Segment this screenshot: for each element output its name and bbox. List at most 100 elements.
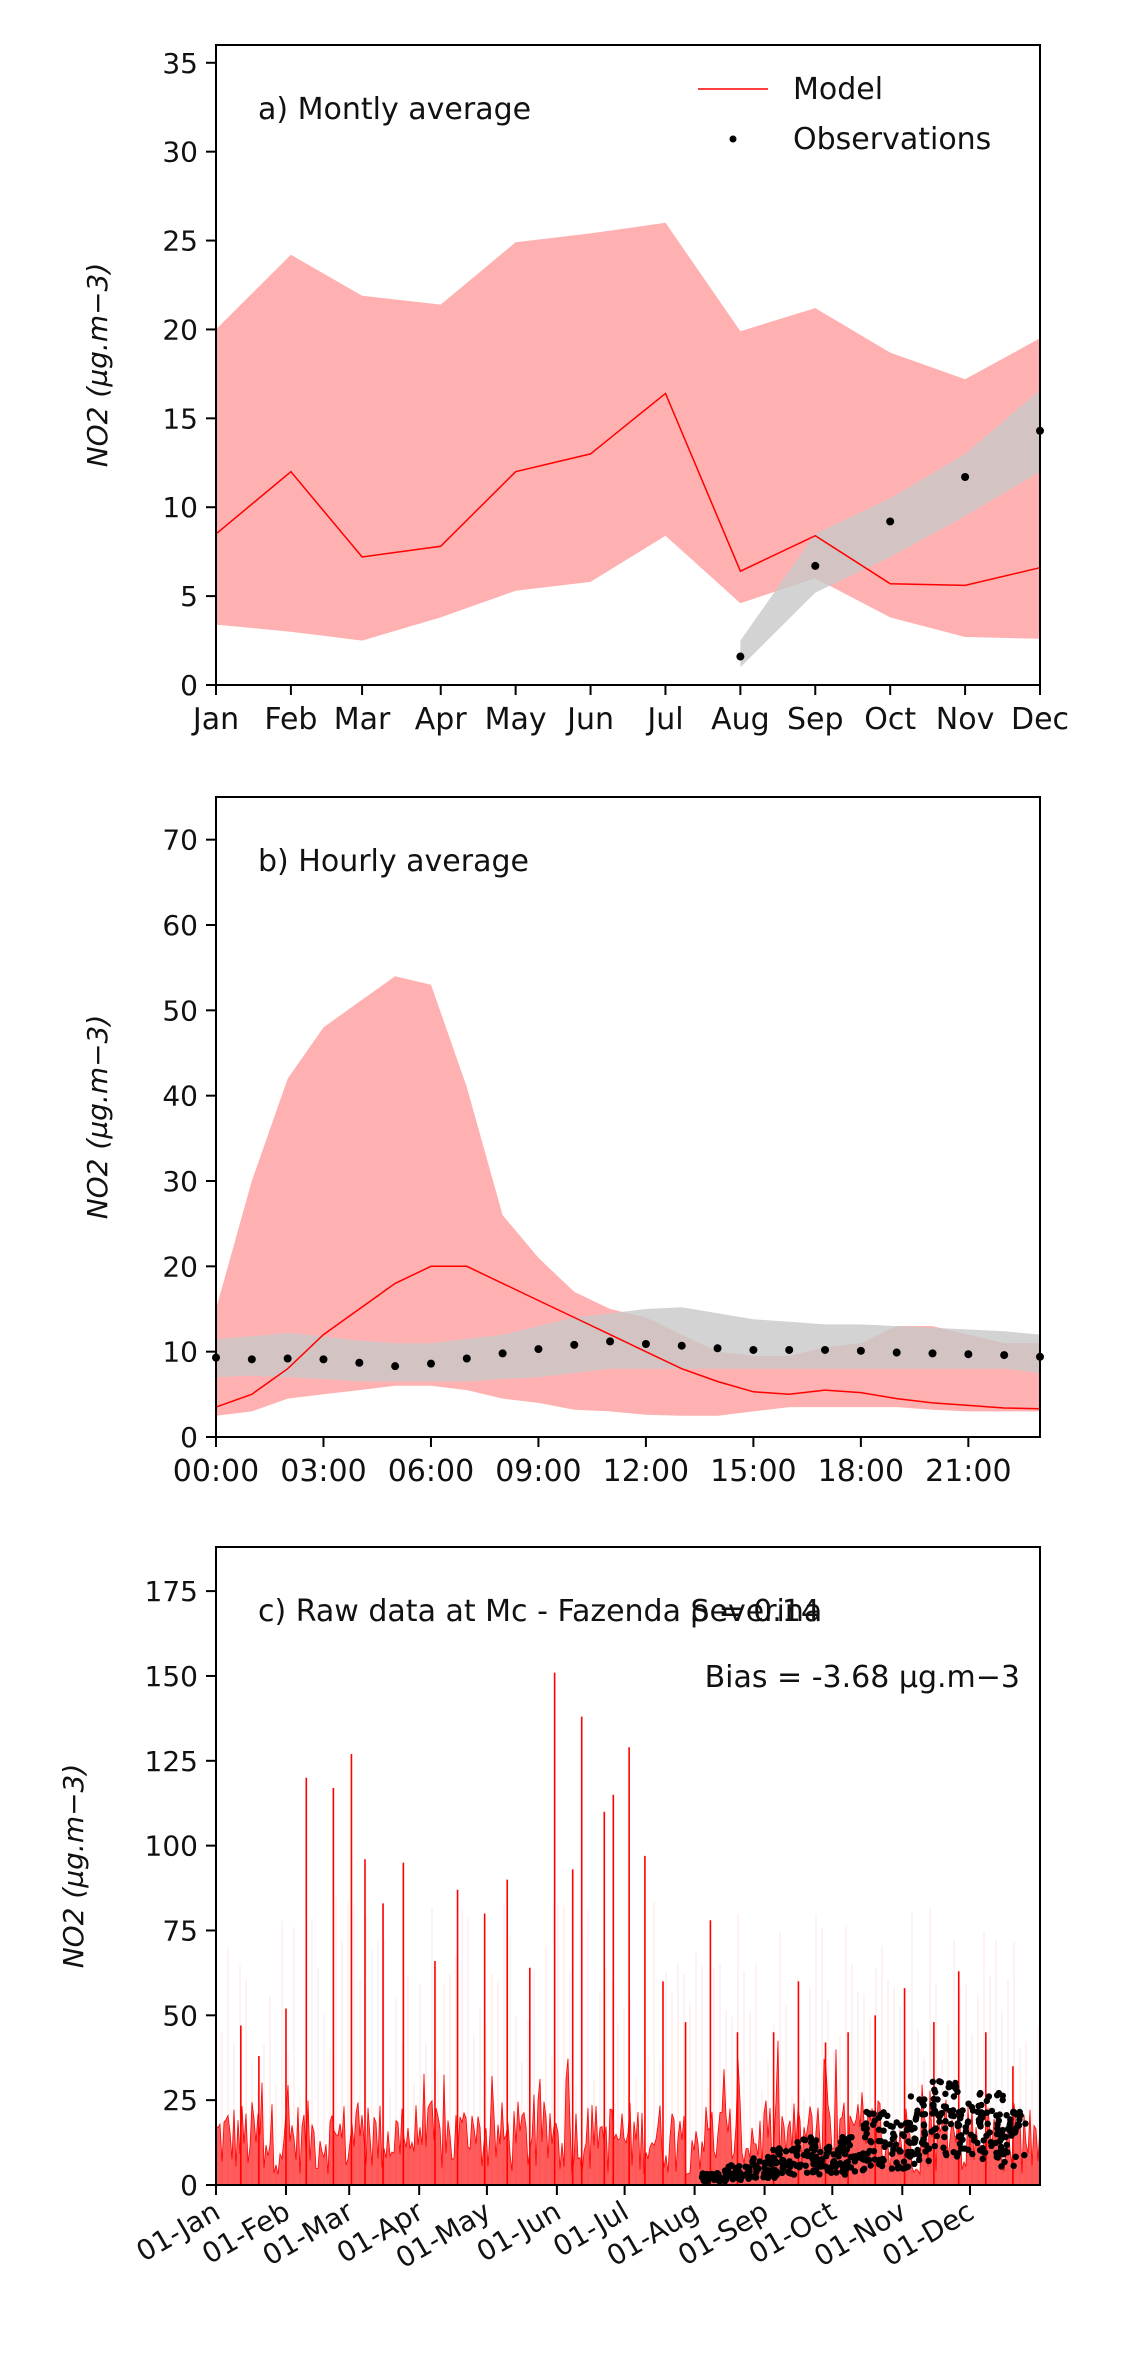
y-tick-label: 25 (162, 225, 198, 258)
observation-point (736, 652, 745, 661)
observation-point (978, 2109, 985, 2116)
observation-point (964, 2119, 971, 2126)
observation-point (914, 2107, 921, 2114)
observation-point (916, 2096, 923, 2103)
x-tick-label: Oct (864, 702, 916, 737)
observation-range-band (216, 1307, 1040, 1382)
x-tick-label: 15:00 (710, 1454, 796, 1489)
observation-point (976, 2121, 984, 2128)
observation-point (954, 2120, 961, 2127)
observation-point (728, 2162, 736, 2170)
observation-point (920, 2102, 927, 2109)
y-tick-label: 125 (145, 1745, 198, 1778)
observation-point (779, 2164, 786, 2172)
observation-point (844, 2138, 852, 2146)
panel-c-correlation: ρ = 0.14 (690, 1594, 820, 1629)
observation-point (892, 2141, 900, 2148)
y-tick-label: 30 (162, 136, 198, 169)
observation-point (771, 2155, 778, 2162)
panel-hourly-average: 0 10 20 30 40 50 60 70 00:00 03:00 06:00 09:00 12:00… (81, 796, 1044, 1489)
y-tick-label: 175 (145, 1575, 198, 1608)
observation-point (949, 2083, 956, 2090)
observation-point (958, 2145, 965, 2152)
observation-point (706, 2172, 713, 2179)
observation-point (426, 1359, 435, 1368)
observation-point (976, 2115, 984, 2122)
observation-point (735, 2167, 742, 2174)
panel-c-ylabel: NO2 (µg.m−3) (57, 1764, 90, 1969)
model-range-band (216, 976, 1040, 1416)
observation-point (782, 2148, 790, 2155)
observation-point (928, 1349, 937, 1358)
observation-point (980, 2137, 987, 2144)
observation-point (875, 2161, 883, 2168)
y-tick-label: 10 (162, 491, 198, 524)
observation-point (940, 2103, 948, 2110)
observation-point (947, 2120, 955, 2128)
observation-point (811, 561, 820, 570)
panel-b-marks (212, 976, 1044, 1416)
y-tick-label: 35 (162, 47, 198, 80)
observation-point (752, 2174, 759, 2181)
observation-point (749, 1345, 758, 1354)
legend: Model Observations (698, 72, 991, 157)
observation-point (999, 2128, 1006, 2135)
observation-point (878, 2111, 885, 2118)
observation-point (932, 2125, 940, 2132)
observation-point (641, 1339, 650, 1348)
observation-point (875, 2126, 883, 2133)
observation-point (915, 2152, 923, 2159)
observation-point (856, 1346, 865, 1355)
observation-point (890, 2130, 897, 2137)
observation-point (881, 2143, 888, 2150)
observation-point (1001, 2158, 1008, 2166)
x-tick-label: Jul (645, 702, 683, 737)
x-tick-label: Aug (711, 702, 770, 737)
observation-point (745, 2166, 753, 2173)
observation-point (988, 2107, 996, 2115)
observation-point (999, 2096, 1006, 2104)
observation-point (897, 2122, 905, 2129)
observation-point (749, 2157, 756, 2165)
panel-a-ylabel: NO2 (µg.m−3) (81, 263, 114, 468)
observation-point (950, 2093, 958, 2100)
x-tick-label: Mar (334, 702, 391, 737)
observation-point (984, 2120, 991, 2127)
observation-point (940, 2144, 947, 2151)
observation-point (837, 2138, 844, 2146)
observation-point (810, 2168, 817, 2176)
observation-point (886, 517, 895, 526)
observation-point (773, 2168, 781, 2175)
observation-point (786, 2169, 793, 2176)
observation-point (961, 473, 970, 481)
observation-point (867, 2162, 874, 2169)
x-tick-label: 09:00 (495, 1454, 581, 1489)
observation-point (877, 2137, 885, 2145)
observation-point (794, 2152, 801, 2159)
panel-a-title: a) Montly average (258, 92, 531, 127)
observation-point (868, 2139, 875, 2146)
observation-point (812, 2153, 820, 2160)
observation-point (570, 1340, 579, 1349)
observation-point (931, 2086, 938, 2093)
observation-point (997, 2143, 1005, 2151)
y-tick-label: 50 (162, 1999, 198, 2032)
observation-point (807, 2134, 814, 2141)
observation-point (929, 2078, 936, 2085)
panel-a-ticks: 0 5 10 15 20 25 30 35 Jan Feb Mar Apr May Jun Jul Aug Se… (162, 47, 1069, 737)
observation-point (462, 1354, 471, 1363)
observation-point (938, 2109, 946, 2117)
observation-point (889, 2123, 896, 2130)
observation-point (925, 2157, 932, 2164)
observation-point (943, 2151, 950, 2159)
observation-point (895, 2163, 903, 2170)
y-tick-label: 75 (162, 1914, 198, 1947)
observation-point (851, 2158, 858, 2165)
observation-point (808, 2139, 815, 2146)
observation-point (776, 2151, 783, 2158)
y-tick-label: 0 (180, 669, 198, 702)
panel-b-frame (215, 796, 1041, 1438)
observation-point (770, 2146, 777, 2154)
observation-point (851, 2168, 859, 2175)
observation-point (871, 2117, 878, 2124)
